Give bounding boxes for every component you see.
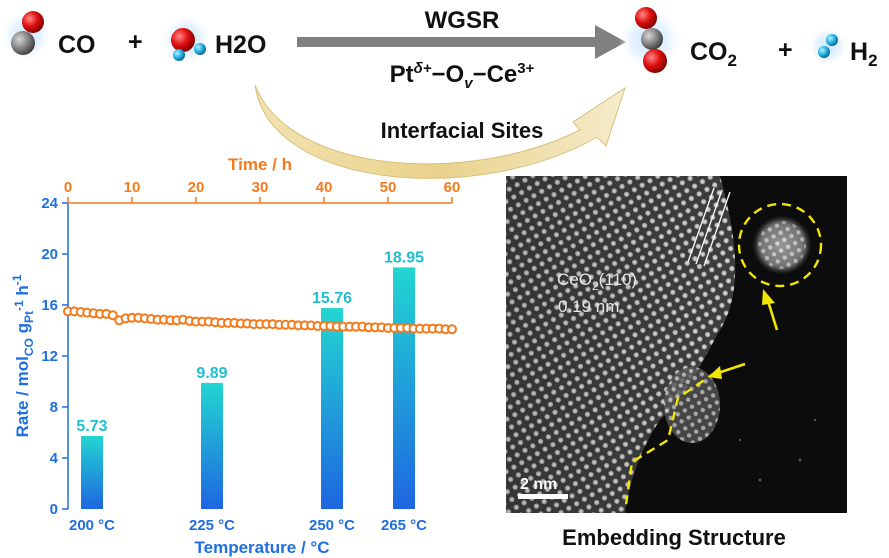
process-label: WGSR: [425, 7, 500, 34]
scale-bar: [518, 494, 568, 499]
category-label: 265 °C: [381, 517, 427, 534]
annotation-arrow: [766, 300, 779, 331]
bar-value-label: 9.89: [196, 365, 227, 382]
category-label: 250 °C: [309, 517, 355, 534]
top-axis-title: Time / h: [228, 155, 292, 174]
h2o-molecule: [160, 14, 212, 66]
hydrogen-atom: [194, 43, 206, 55]
y-tick-label: 16: [41, 297, 58, 314]
spacing-label: 0.19 nm: [558, 297, 619, 316]
stability-point: [107, 310, 118, 321]
top-tick-label: 50: [380, 179, 397, 196]
interface-outline: [624, 371, 717, 506]
category-label: 225 °C: [189, 517, 235, 534]
plus-sign-2: +: [778, 36, 793, 64]
tem-image: CeO2(110) 0.19 nm 2 nm Embedding Structu…: [506, 176, 847, 550]
stability-series: [63, 306, 457, 335]
annotation-arrow-2: [717, 362, 746, 375]
curved-arrow: [254, 84, 626, 179]
bar-value-labels: 5.73 9.89 15.76 18.95: [76, 249, 424, 435]
co2-molecule: [618, 7, 682, 73]
particle-highlight-circle: [737, 202, 823, 288]
h2-molecule: [808, 26, 848, 66]
y-tick-label: 20: [41, 246, 58, 263]
catalyst-label: Ptδ+−Ov−Ce3+: [390, 60, 535, 92]
reaction-arrow: [297, 25, 626, 59]
reactant-co: CO: [58, 31, 96, 59]
top-tick-label: 60: [444, 179, 461, 196]
top-tick-label: 0: [64, 179, 72, 196]
bar: [81, 435, 103, 509]
hydrogen-atom: [173, 49, 185, 61]
carbon-atom: [641, 28, 663, 50]
y-tick-label: 4: [50, 450, 59, 467]
lattice-fringe-marker: [695, 189, 723, 265]
top-tick-label: 40: [316, 179, 333, 196]
lattice-fringe-marker: [687, 187, 715, 263]
scale-bar-label: 2 nm: [520, 476, 557, 493]
bottom-axis-title: Temperature / °C: [195, 538, 330, 557]
left-axis-ticks: 0 4 8 12 16 20 24: [41, 195, 68, 518]
hydrogen-atom: [826, 34, 838, 46]
hydrogen-atom: [818, 46, 830, 58]
oxygen-atom: [171, 28, 195, 52]
plus-sign: +: [128, 28, 143, 56]
rate-chart: 0 4 8 12 16 20 24 0 10 20 30 40 50 60 Time / h Rate …: [10, 155, 460, 557]
reactant-h2o: H2O: [215, 31, 266, 59]
sites-label: Interfacial Sites: [381, 118, 544, 143]
oxygen-atom: [643, 49, 667, 73]
tem-caption: Embedding Structure: [562, 525, 786, 550]
lattice-label: CeO2(110): [557, 270, 637, 293]
product-co2: CO2: [690, 38, 737, 70]
bar-value-label: 5.73: [76, 418, 107, 435]
reaction-scheme: WGSR Ptδ+−Ov−Ce3+ Interfacial Sites CO +…: [0, 7, 878, 179]
carbon-atom: [11, 31, 35, 55]
top-tick-label: 10: [124, 179, 141, 196]
bar-value-label: 15.76: [312, 290, 352, 307]
top-tick-label: 30: [252, 179, 269, 196]
bar: [201, 382, 223, 509]
oxygen-atom: [635, 7, 657, 29]
stability-point: [447, 324, 457, 335]
bar: [321, 308, 343, 509]
bar-series: [81, 267, 415, 509]
y-tick-label: 8: [50, 399, 58, 416]
left-axis-title: Rate / molCO gPt-1 h-1: [10, 274, 36, 437]
bar: [393, 267, 415, 509]
co-molecule: [0, 10, 52, 62]
bar-value-label: 18.95: [384, 249, 424, 266]
y-tick-label: 0: [50, 501, 58, 518]
y-tick-label: 24: [41, 195, 58, 212]
category-labels: 200 °C 225 °C 250 °C 265 °C: [69, 517, 427, 534]
category-label: 200 °C: [69, 517, 115, 534]
y-tick-label: 12: [41, 348, 58, 365]
oxygen-atom: [22, 11, 44, 33]
top-tick-label: 20: [188, 179, 205, 196]
top-axis-ticks: 0 10 20 30 40 50 60: [64, 179, 461, 203]
product-h2: H2: [850, 38, 878, 70]
